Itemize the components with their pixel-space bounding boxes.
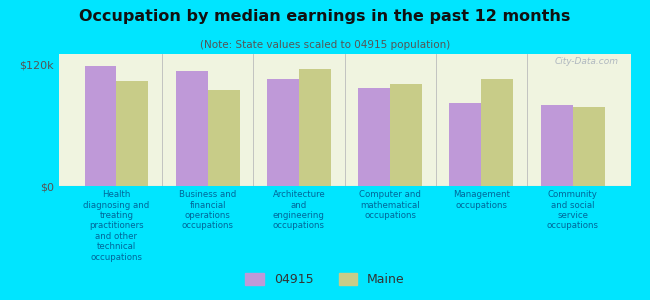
Bar — [358, 88, 390, 186]
Bar — [116, 81, 148, 186]
Legend: 04915, Maine: 04915, Maine — [240, 268, 410, 291]
Bar — [84, 66, 116, 186]
Text: (Note: State values scaled to 04915 population): (Note: State values scaled to 04915 popu… — [200, 40, 450, 50]
Text: City-Data.com: City-Data.com — [555, 57, 619, 66]
Text: Occupation by median earnings in the past 12 months: Occupation by median earnings in the pas… — [79, 9, 571, 24]
Bar — [449, 103, 482, 186]
Bar — [482, 80, 514, 186]
Bar — [176, 71, 207, 186]
Bar — [573, 107, 604, 186]
Bar — [267, 80, 299, 186]
Bar — [299, 69, 331, 186]
Bar — [390, 85, 422, 186]
Bar — [541, 105, 573, 186]
Bar — [207, 89, 240, 186]
